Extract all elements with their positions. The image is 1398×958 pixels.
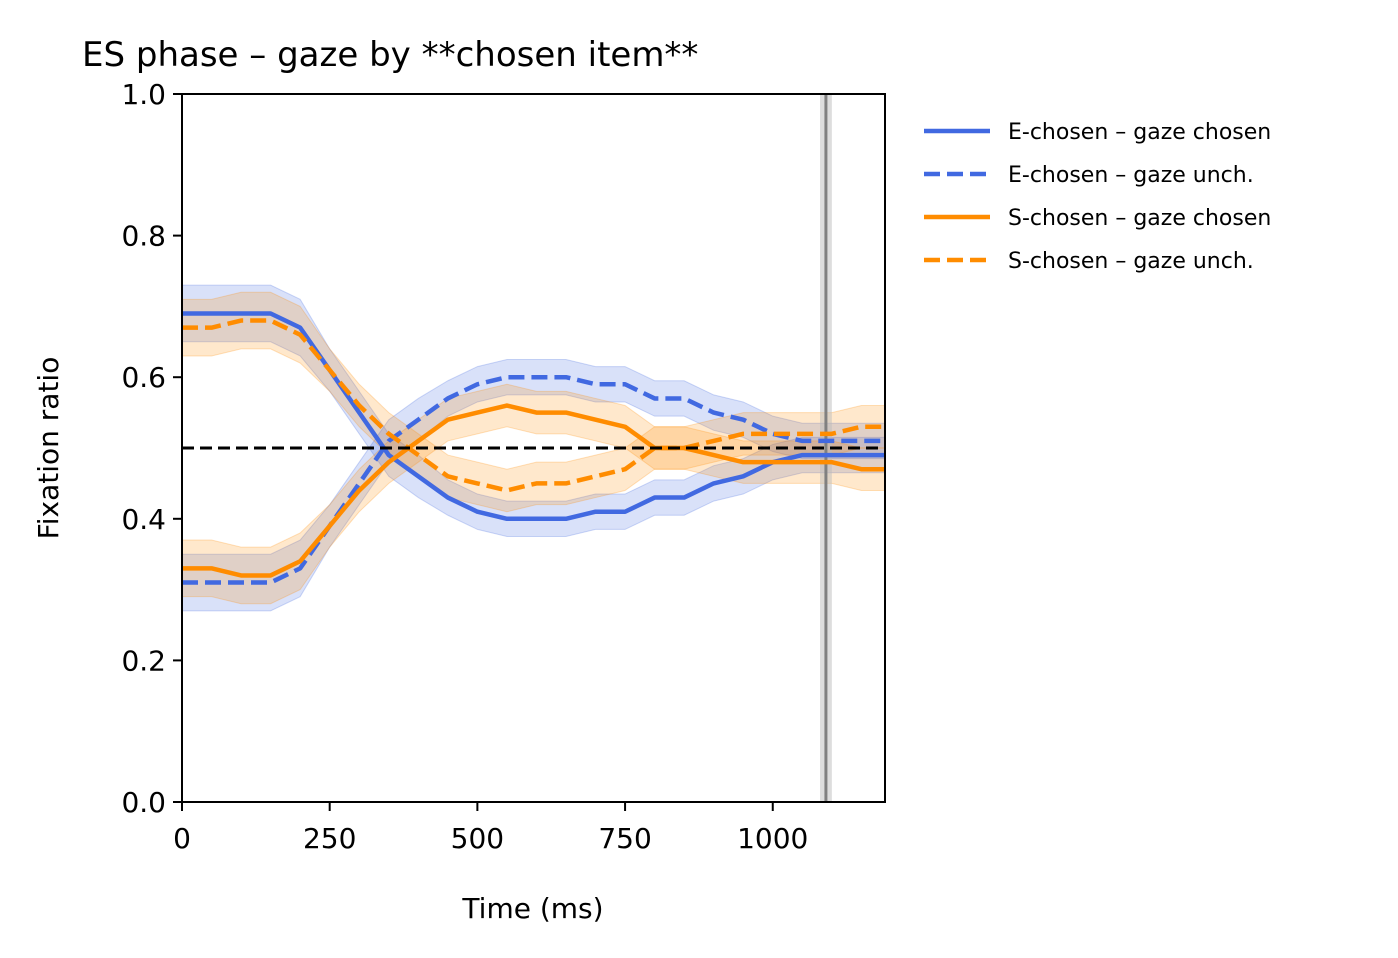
x-tick-label: 250 [303,822,356,855]
x-axis-ticks: 0 250 500 750 1000 [173,802,808,855]
series-lines [182,311,885,585]
legend: E-chosen – gaze chosen E-chosen – gaze un… [924,120,1271,274]
x-tick-label: 750 [598,822,651,855]
x-tick-label: 500 [451,822,504,855]
series-line-4 [182,318,885,493]
legend-label-1: E-chosen – gaze chosen [1008,120,1271,145]
chart-title: ES phase – gaze by **chosen item** [82,35,698,75]
y-tick-label: 0.6 [121,361,166,394]
legend-label-2: E-chosen – gaze unch. [1008,163,1254,188]
legend-label-3: S-chosen – gaze chosen [1008,206,1271,231]
y-tick-label: 0.2 [121,644,166,677]
x-axis-label: Time (ms) [461,892,603,925]
y-tick-label: 0.4 [121,503,166,536]
series-line-2 [182,374,885,585]
y-axis-label: Fixation ratio [32,357,65,540]
series-line-3 [182,403,885,578]
y-axis-ticks: 0.0 0.2 0.4 0.6 0.8 1.0 [121,78,182,819]
legend-label-4: S-chosen – gaze unch. [1008,249,1254,274]
x-tick-label: 0 [173,822,191,855]
y-tick-label: 1.0 [121,78,166,111]
y-tick-label: 0.0 [121,786,166,819]
x-tick-label: 1000 [737,822,808,855]
y-tick-label: 0.8 [121,220,166,253]
